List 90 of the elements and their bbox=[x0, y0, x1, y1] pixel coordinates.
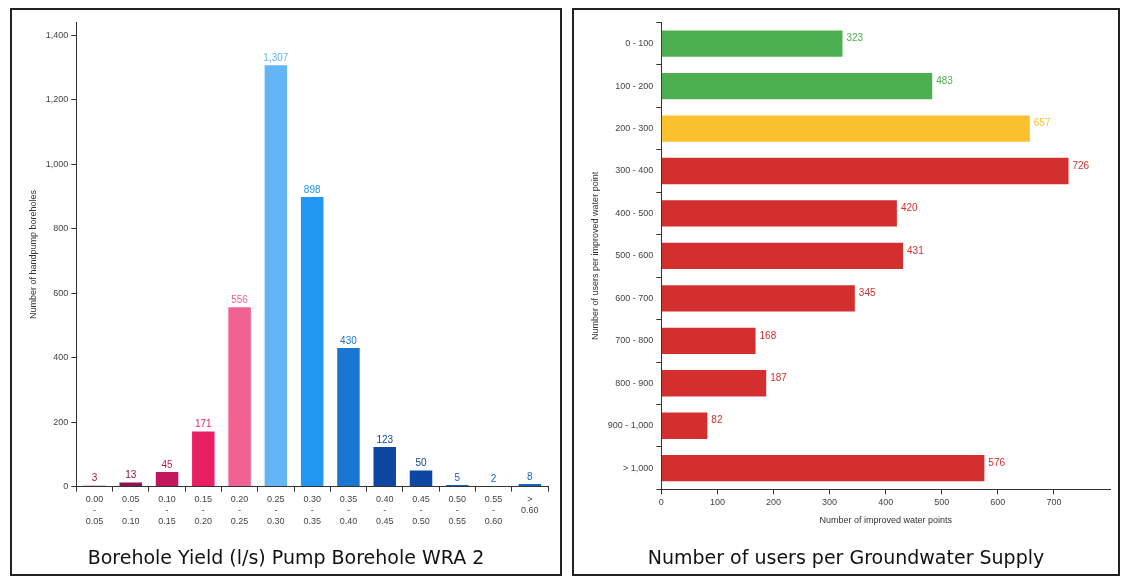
data-label: 420 bbox=[900, 202, 919, 214]
y-tick-label: 800 - 900 bbox=[615, 377, 654, 388]
data-label: 5 bbox=[454, 471, 461, 483]
bar bbox=[661, 242, 904, 270]
data-label: 3 bbox=[91, 472, 98, 484]
x-tick-label: 0.00 - 0.05 bbox=[85, 494, 104, 527]
x-tick-label: 0.15 - 0.20 bbox=[194, 494, 213, 527]
y-tick-label: 0 bbox=[63, 481, 69, 492]
y-tick-label: > 1,000 bbox=[623, 462, 654, 473]
data-label: 171 bbox=[194, 418, 213, 430]
x-tick-label: 400 bbox=[878, 497, 894, 508]
text: Number of users per Groundwater Supply bbox=[646, 546, 1046, 568]
bar bbox=[155, 472, 179, 487]
data-label: 2 bbox=[490, 472, 497, 484]
data-label: 187 bbox=[770, 372, 788, 384]
x-tick-label: 100 bbox=[709, 497, 725, 508]
data-label: 1,307 bbox=[263, 52, 289, 64]
y-tick-label: 1,400 bbox=[45, 29, 69, 40]
bar bbox=[661, 157, 1069, 185]
data-label: 168 bbox=[759, 329, 777, 341]
y-tick-label: 600 - 700 bbox=[615, 292, 654, 303]
x-tick-label: 0.25 - 0.30 bbox=[267, 494, 285, 527]
y-tick-label: 700 - 800 bbox=[615, 335, 654, 346]
y-tick-label: 500 - 600 bbox=[615, 250, 654, 261]
bar bbox=[661, 370, 767, 397]
x-tick-label: 700 bbox=[1046, 497, 1062, 508]
bar bbox=[264, 65, 288, 487]
x-tick-label: 0.05 - 0.10 bbox=[121, 494, 140, 527]
x-tick-label: 0.35 - 0.40 bbox=[339, 494, 358, 527]
data-label: 50 bbox=[415, 457, 428, 469]
y-tick-label: 800 bbox=[53, 223, 69, 234]
x-axis-title: Number of improved water points bbox=[819, 515, 953, 526]
y-tick-label: 1,200 bbox=[45, 94, 69, 105]
y-tick-label: 100 - 200 bbox=[615, 80, 654, 91]
bar bbox=[119, 482, 142, 487]
y-tick-label: 300 - 400 bbox=[615, 165, 654, 176]
data-label: 726 bbox=[1072, 159, 1090, 171]
data-label: 431 bbox=[907, 244, 925, 256]
bar bbox=[661, 200, 897, 227]
bar bbox=[300, 197, 324, 487]
data-label: 556 bbox=[231, 294, 249, 306]
bar bbox=[661, 412, 708, 439]
y-tick-label: 900 - 1,000 bbox=[607, 420, 654, 431]
y-tick-label: 600 bbox=[53, 287, 69, 298]
y-tick-label: 400 - 500 bbox=[615, 207, 654, 218]
x-tick-label: 500 bbox=[934, 497, 950, 508]
bar bbox=[661, 285, 855, 312]
x-tick-label: 0.10 - 0.15 bbox=[158, 494, 176, 527]
x-tick-label: 0.30 - 0.35 bbox=[303, 494, 321, 527]
data-label: 657 bbox=[1033, 117, 1051, 129]
data-label: 8 bbox=[527, 470, 534, 482]
y-tick-label: 1,000 bbox=[45, 158, 69, 169]
y-axis-title: Number of users per improved water point bbox=[589, 171, 600, 340]
bar bbox=[192, 431, 215, 487]
data-label: 345 bbox=[858, 287, 876, 299]
x-tick-label: 0.45 - 0.50 bbox=[412, 494, 430, 527]
x-tick-label: 0.50 - 0.55 bbox=[448, 494, 467, 527]
bar bbox=[228, 307, 251, 487]
data-label: 323 bbox=[846, 32, 864, 44]
data-label: 123 bbox=[376, 433, 394, 445]
y-tick-label: 400 bbox=[53, 352, 69, 363]
data-label: 82 bbox=[711, 414, 723, 426]
x-tick-label: 0.55 - 0.60 bbox=[484, 494, 503, 527]
bar bbox=[661, 455, 985, 482]
bar bbox=[661, 30, 843, 57]
bar bbox=[661, 115, 1030, 142]
y-tick-label: 200 - 300 bbox=[615, 123, 654, 134]
data-label: 430 bbox=[340, 334, 358, 346]
text: Borehole Yield (l/s) Pump Borehole WRA 2 bbox=[86, 546, 486, 568]
bar bbox=[661, 72, 933, 100]
x-tick-label: 0.20 - 0.25 bbox=[230, 494, 249, 527]
data-label: 576 bbox=[988, 456, 1006, 468]
x-tick-label: 300 bbox=[822, 497, 838, 508]
y-tick-label: 0 - 100 bbox=[625, 38, 654, 49]
data-label: 898 bbox=[303, 183, 321, 195]
bar bbox=[518, 484, 542, 487]
y-axis-title: Number of handpump boreholes bbox=[27, 189, 38, 320]
data-label: 45 bbox=[161, 458, 174, 470]
data-label: 483 bbox=[936, 74, 954, 86]
data-label: 13 bbox=[125, 469, 137, 481]
x-tick-label: > 0.60 bbox=[521, 494, 539, 516]
x-tick-label: 200 bbox=[765, 497, 782, 508]
x-tick-label: 600 bbox=[990, 497, 1006, 508]
bar bbox=[409, 470, 433, 487]
y-tick-label: 200 bbox=[53, 416, 69, 427]
bar bbox=[661, 327, 756, 354]
x-tick-label: 0 bbox=[658, 497, 664, 508]
bar bbox=[373, 446, 396, 487]
bar bbox=[337, 347, 360, 487]
x-tick-label: 0.40 - 0.45 bbox=[375, 494, 394, 527]
